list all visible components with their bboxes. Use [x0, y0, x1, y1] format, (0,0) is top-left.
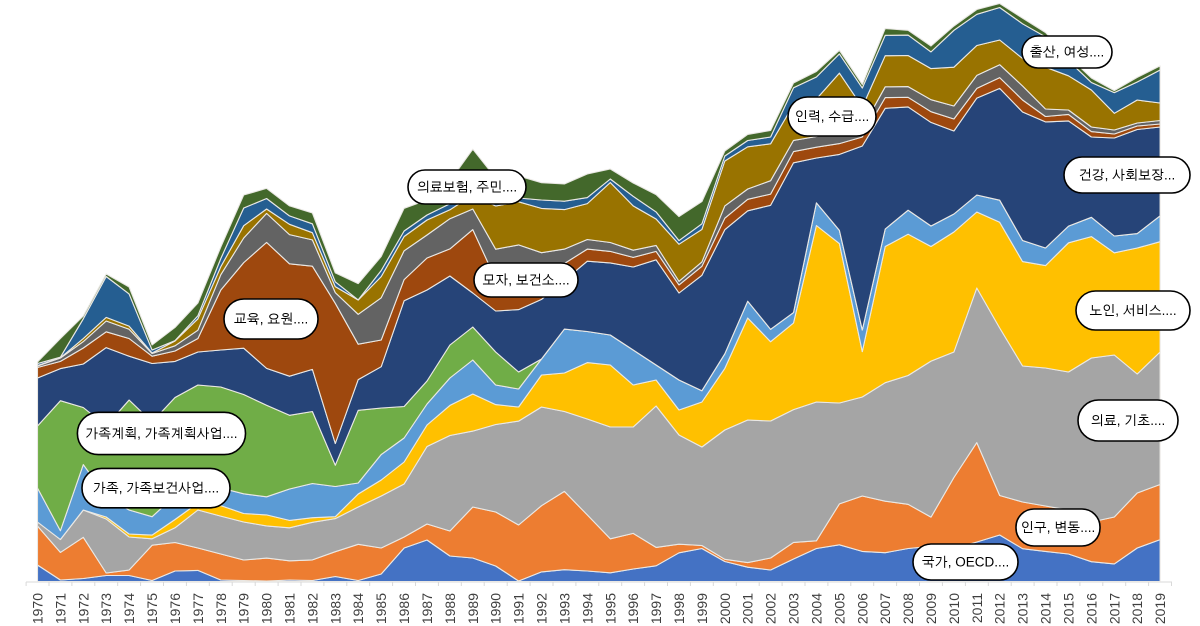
- svg-text:2018: 2018: [1129, 593, 1145, 624]
- svg-text:2017: 2017: [1106, 593, 1122, 624]
- svg-text:2007: 2007: [877, 593, 893, 624]
- svg-text:2002: 2002: [763, 593, 779, 624]
- svg-text:2003: 2003: [786, 593, 802, 624]
- svg-text:1976: 1976: [167, 593, 183, 624]
- svg-text:1985: 1985: [373, 593, 389, 624]
- svg-text:2006: 2006: [854, 593, 870, 624]
- svg-text:노인, 서비스....: 노인, 서비스....: [1089, 303, 1176, 318]
- svg-text:1973: 1973: [98, 593, 114, 624]
- svg-text:교육, 요원....: 교육, 요원....: [234, 312, 308, 327]
- svg-text:1987: 1987: [419, 593, 435, 624]
- svg-text:1993: 1993: [556, 593, 572, 624]
- svg-text:1979: 1979: [236, 593, 252, 624]
- svg-text:인구, 변동....: 인구, 변동....: [1021, 520, 1095, 535]
- svg-text:1996: 1996: [625, 593, 641, 624]
- svg-text:1975: 1975: [144, 593, 160, 624]
- svg-text:1991: 1991: [511, 593, 527, 624]
- svg-text:1974: 1974: [121, 593, 137, 624]
- svg-text:2019: 2019: [1152, 593, 1168, 624]
- svg-text:모자, 보건소....: 모자, 보건소....: [482, 273, 569, 288]
- svg-text:2013: 2013: [1015, 593, 1031, 624]
- svg-text:2011: 2011: [969, 593, 985, 623]
- svg-text:1981: 1981: [282, 593, 298, 624]
- svg-text:1978: 1978: [213, 593, 229, 624]
- svg-text:1986: 1986: [396, 593, 412, 624]
- svg-text:1997: 1997: [648, 593, 664, 624]
- svg-text:1984: 1984: [350, 593, 366, 624]
- svg-text:1977: 1977: [190, 593, 206, 624]
- svg-text:2010: 2010: [946, 593, 962, 624]
- svg-text:1988: 1988: [442, 593, 458, 624]
- svg-text:2009: 2009: [923, 593, 939, 624]
- svg-text:1992: 1992: [534, 593, 550, 624]
- svg-text:2012: 2012: [992, 593, 1008, 624]
- svg-text:1998: 1998: [671, 593, 687, 624]
- svg-text:국가, OECD....: 국가, OECD....: [922, 555, 1009, 570]
- svg-text:1971: 1971: [52, 593, 68, 624]
- svg-text:1982: 1982: [304, 593, 320, 624]
- svg-text:가족계획, 가족계획사업....: 가족계획, 가족계획사업....: [85, 426, 237, 441]
- svg-text:의료, 기초....: 의료, 기초....: [1091, 413, 1165, 428]
- svg-text:2000: 2000: [717, 593, 733, 624]
- svg-text:1994: 1994: [579, 593, 595, 624]
- svg-text:출산, 여성....: 출산, 여성....: [1030, 45, 1104, 60]
- svg-text:1989: 1989: [465, 593, 481, 624]
- svg-text:1983: 1983: [327, 593, 343, 624]
- svg-text:건강, 사회보장...: 건강, 사회보장...: [1079, 168, 1176, 183]
- svg-text:가족, 가족보건사업....: 가족, 가족보건사업....: [93, 481, 219, 496]
- svg-text:1999: 1999: [694, 593, 710, 624]
- svg-text:2004: 2004: [808, 593, 824, 624]
- svg-text:2015: 2015: [1061, 593, 1077, 624]
- svg-text:1995: 1995: [602, 593, 618, 624]
- svg-text:1972: 1972: [75, 593, 91, 624]
- svg-text:2016: 2016: [1083, 593, 1099, 624]
- svg-text:인력, 수급....: 인력, 수급....: [795, 109, 869, 124]
- svg-text:2005: 2005: [831, 593, 847, 624]
- svg-text:2008: 2008: [900, 593, 916, 624]
- svg-text:1980: 1980: [259, 593, 275, 624]
- svg-text:2014: 2014: [1038, 593, 1054, 624]
- svg-text:1970: 1970: [30, 593, 46, 624]
- svg-text:2001: 2001: [740, 593, 756, 624]
- svg-text:의료보험, 주민....: 의료보험, 주민....: [417, 180, 517, 195]
- svg-text:1990: 1990: [488, 593, 504, 624]
